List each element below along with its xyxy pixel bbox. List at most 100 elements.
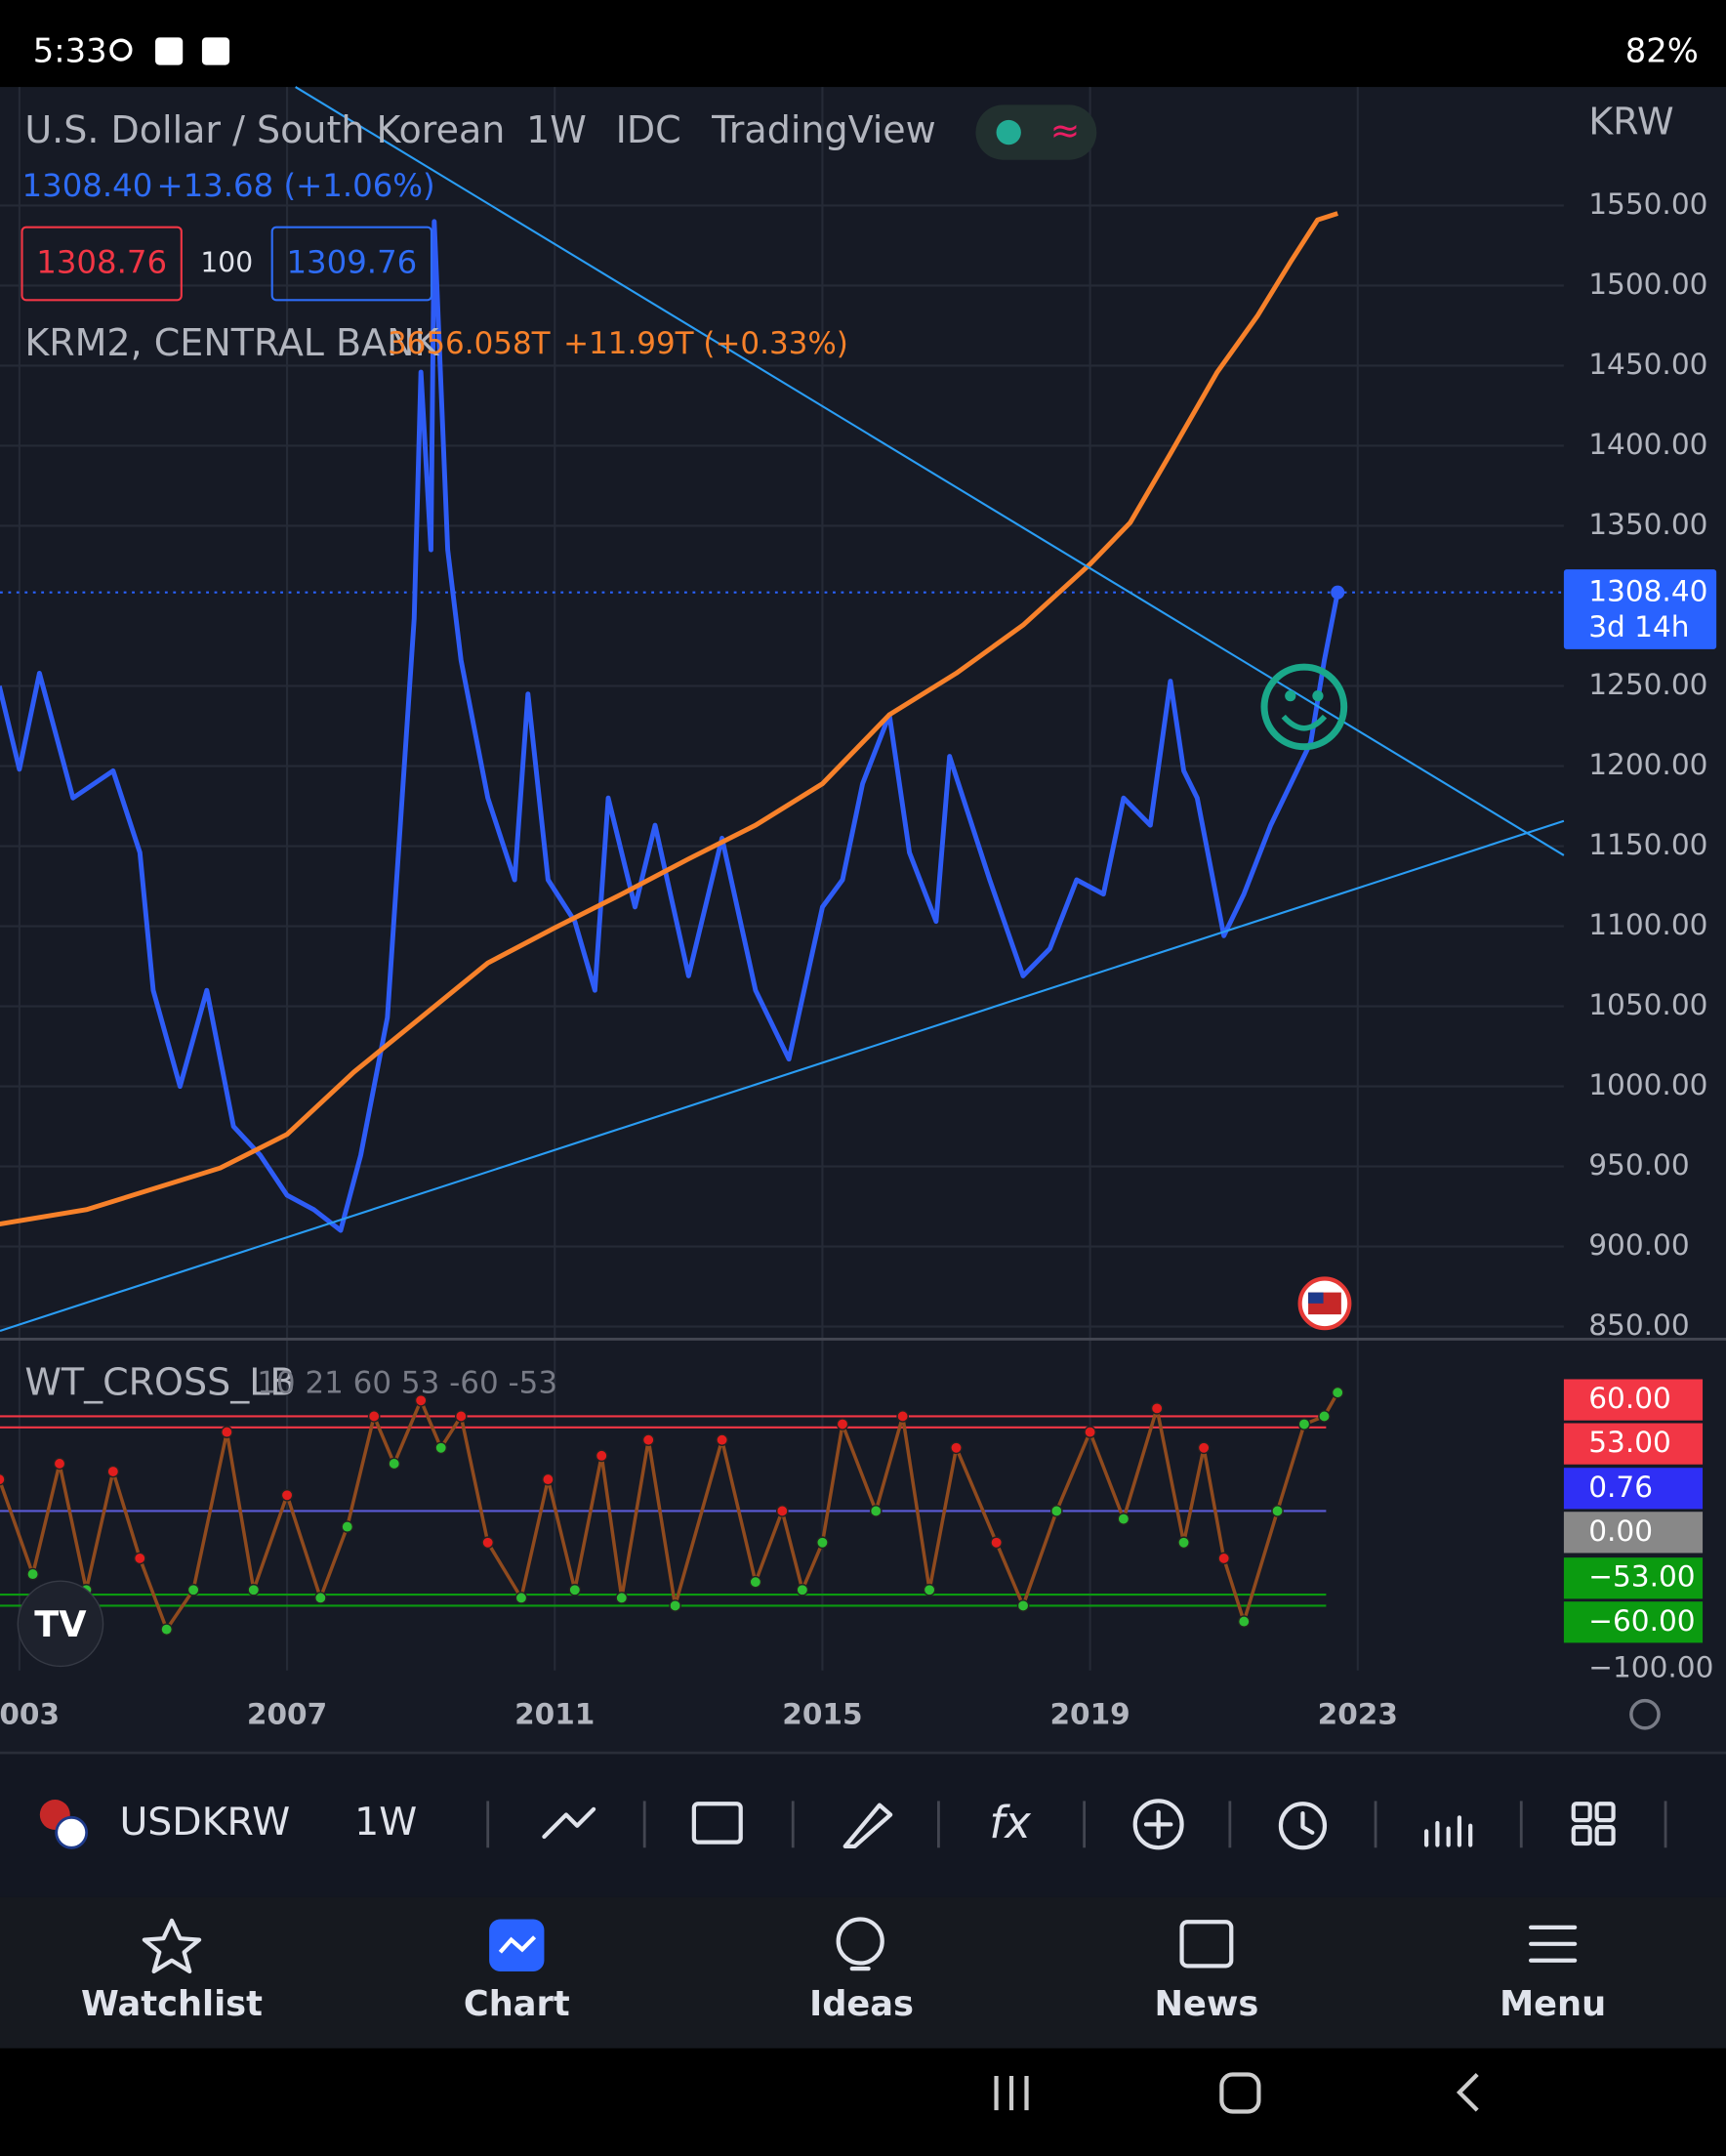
cross-dot	[896, 1410, 910, 1423]
trend-line-up	[0, 819, 1565, 1333]
system-nav	[0, 2048, 1726, 2156]
nav-label[interactable]: Menu	[1500, 1984, 1606, 2024]
cross-dot	[53, 1457, 66, 1471]
toolbar-icons[interactable]: fx	[542, 1797, 1616, 1850]
osc-tick-label: 0.00	[1588, 1514, 1653, 1548]
cross-dot	[1331, 1386, 1344, 1399]
cross-dot	[280, 1488, 294, 1502]
cross-dot	[514, 1592, 528, 1604]
cross-dot	[615, 1592, 629, 1604]
cross-dot	[1237, 1615, 1251, 1628]
svg-text:fx: fx	[989, 1797, 1032, 1848]
plot: 2003 2007 2011 2015 2019 2023 850.00 900.00 950.…	[0, 87, 1713, 1731]
y-tick-label: 1450.00	[1588, 348, 1707, 381]
chart-icon-line	[498, 1935, 537, 1954]
y-tick-label: 1000.00	[1588, 1068, 1707, 1101]
settings-icon[interactable]	[1629, 1698, 1661, 1730]
osc-tick-label: 0.76	[1588, 1471, 1653, 1504]
check-icon	[201, 37, 230, 65]
cross-dot	[106, 1465, 120, 1478]
cross-dot	[816, 1536, 829, 1550]
cross-dot	[414, 1393, 428, 1407]
currency[interactable]: KRW	[1588, 101, 1673, 144]
toolbar-symbol[interactable]: USDKRW	[119, 1800, 290, 1845]
cross-dot	[716, 1433, 728, 1447]
cross-dot	[796, 1583, 809, 1596]
flag-icon	[39, 1800, 89, 1849]
nav-label[interactable]: News	[1155, 1984, 1259, 2024]
cross-dot	[133, 1552, 146, 1565]
change: +13.68 (+1.06%)	[156, 167, 434, 204]
cross-dot	[1197, 1441, 1211, 1455]
cross-dot	[367, 1410, 381, 1423]
price: 1308.40	[22, 167, 153, 204]
nav-label[interactable]: Watchlist	[81, 1984, 263, 2024]
exchange: IDC	[616, 108, 681, 151]
y-tick-label: 850.00	[1588, 1308, 1689, 1342]
cross-dot	[1177, 1536, 1190, 1550]
overlay-value: 3656.058T	[388, 326, 551, 361]
cross-dot	[775, 1505, 789, 1517]
svg-text:TV: TV	[34, 1603, 87, 1645]
cross-dot	[749, 1575, 762, 1589]
source: TradingView	[711, 108, 936, 151]
last-price: 1308.40	[1588, 575, 1707, 608]
toolbar-interval[interactable]: 1W	[354, 1800, 417, 1845]
y-tick-label: 1400.00	[1588, 428, 1707, 461]
x-tick-label: 2019	[1049, 1698, 1130, 1731]
news-icon	[1179, 1920, 1234, 1969]
cross-dot	[1217, 1552, 1231, 1565]
cross-dot	[1297, 1418, 1311, 1430]
smiley	[1260, 663, 1348, 751]
x-tick-label: 2023	[1318, 1698, 1398, 1731]
cross-dot	[221, 1426, 233, 1438]
interval: 1W	[526, 108, 587, 151]
y-tick-label: 900.00	[1588, 1228, 1689, 1262]
price-line	[0, 211, 1338, 1227]
nav-label[interactable]: Ideas	[809, 1984, 914, 2024]
indicator-params: 10 21 60 53 -60 -53	[257, 1365, 557, 1400]
sell-box[interactable]	[21, 226, 183, 302]
symbol-title: U.S. Dollar / South Korean	[24, 108, 505, 151]
overlay-name: KRM2, CENTRAL BANK	[24, 321, 439, 364]
indicator-title: WT_CROSS_LB	[24, 1360, 295, 1403]
cross-dot	[454, 1410, 468, 1423]
cross-dot	[1084, 1426, 1096, 1438]
back-button[interactable]	[1456, 2073, 1479, 2112]
last-point	[1331, 585, 1345, 600]
battery: 82%	[1625, 31, 1699, 69]
cross-dot	[669, 1599, 681, 1612]
nav-label[interactable]: Chart	[464, 1984, 570, 2024]
countdown: 3d 14h	[1588, 610, 1689, 643]
flag-event	[1297, 1276, 1352, 1331]
last-price-box	[1563, 569, 1717, 649]
cross-dot	[26, 1567, 39, 1581]
price-line	[0, 219, 1340, 1233]
y-tick-label: 1500.00	[1588, 268, 1707, 301]
level-box	[1563, 1557, 1704, 1599]
x-tick-label: 2015	[782, 1698, 862, 1731]
gallery-icon	[155, 37, 184, 65]
osc-tick-label: −100.00	[1588, 1651, 1713, 1684]
cross-dot	[481, 1536, 495, 1550]
osc-tick-label: 60.00	[1588, 1382, 1671, 1415]
y-tick-label: 1150.00	[1588, 828, 1707, 861]
x-tick-label: 2011	[514, 1698, 595, 1731]
cross-dot	[1271, 1505, 1284, 1517]
y-tick-label: 950.00	[1588, 1148, 1689, 1182]
spread: 100	[200, 247, 253, 279]
cross-dot	[990, 1536, 1003, 1550]
menu-icon	[1529, 1925, 1578, 1963]
buy-box[interactable]	[270, 226, 433, 302]
cross-dot	[568, 1583, 582, 1596]
y-tick-label: 1100.00	[1588, 908, 1707, 941]
cross-dot	[160, 1623, 174, 1637]
status-pill[interactable]	[975, 104, 1097, 160]
tv-logo[interactable]: TV	[17, 1580, 104, 1668]
home-button[interactable]	[1219, 2072, 1261, 2114]
wave-icon: ≈	[1050, 109, 1081, 151]
cross-dot	[641, 1433, 655, 1447]
recents-button[interactable]	[994, 2075, 1029, 2111]
